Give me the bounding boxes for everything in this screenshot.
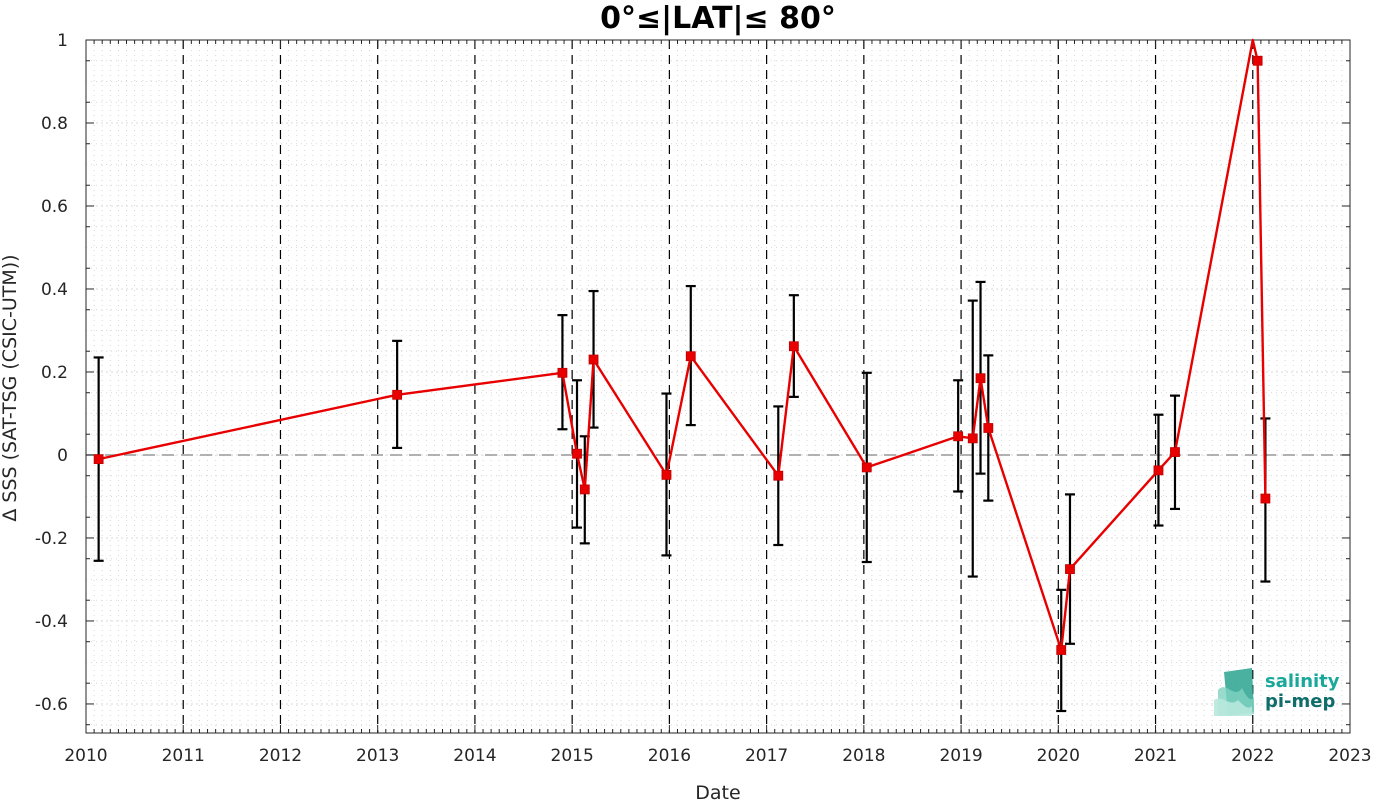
data-point-marker: [572, 448, 582, 459]
x-tick-label: 2020: [1037, 746, 1080, 766]
data-point-marker: [975, 373, 986, 384]
x-tick-labels: 2010 2011 2012 2013 2014 2015 2016 2017 2018 2019…: [64, 746, 1371, 766]
x-tick-label: 2015: [551, 746, 594, 766]
data-point-marker: [953, 431, 964, 442]
data-point-marker: [773, 470, 784, 481]
data-point-marker: [661, 469, 672, 480]
data-point-marker: [788, 341, 799, 352]
logo-text-salinity: salinity: [1265, 671, 1340, 692]
x-tick-label: 2023: [1328, 746, 1371, 766]
x-tick-label: 2011: [162, 746, 205, 766]
y-tick-label: -0.4: [35, 612, 68, 632]
y-tick-labels: -0.6 -0.4 -0.2 0 0.2 0.4 0.6 0.8 1: [35, 31, 68, 715]
x-tick-label: 2016: [648, 746, 691, 766]
data-point-marker: [1252, 55, 1263, 66]
x-tick-label: 2018: [842, 746, 885, 766]
salinity-pi-mep-logo: salinity pi-mep: [1214, 668, 1340, 716]
data-point-marker: [93, 454, 104, 465]
data-point-marker: [983, 423, 994, 433]
year-dividers: [182, 40, 1254, 733]
data-point-marker: [1260, 493, 1271, 504]
data-point-marker: [1065, 564, 1075, 574]
data-point-marker: [1170, 447, 1180, 457]
data-point-marker: [1056, 645, 1067, 655]
y-tick-label: -0.2: [35, 529, 68, 549]
y-tick-label: 0.8: [41, 114, 68, 134]
data-point-marker: [685, 351, 696, 362]
x-tick-label: 2021: [1134, 746, 1177, 766]
error-bars: [93, 280, 1271, 713]
x-tick-label: 2022: [1231, 746, 1274, 766]
y-tick-label: 0: [57, 446, 68, 466]
y-tick-label: 0.2: [41, 363, 68, 383]
series-markers: [93, 55, 1271, 655]
grid: [86, 39, 1350, 733]
data-point-marker: [967, 433, 978, 444]
logo-text-pi-mep: pi-mep: [1265, 691, 1335, 712]
y-tick-label: -0.6: [35, 695, 68, 715]
plot-area-frame: [85, 39, 1351, 734]
y-axis-label: Δ SSS (SAT-TSG (CSIC-UTM)): [0, 254, 21, 521]
x-tick-label: 2017: [745, 746, 788, 766]
data-point-marker: [392, 389, 403, 400]
data-point-marker: [579, 484, 590, 495]
x-tick-label: 2012: [259, 746, 302, 766]
x-axis-label: Date: [695, 782, 740, 801]
x-tick-label: 2014: [453, 746, 496, 766]
series-polyline: [98, 38, 1267, 652]
x-tick-label: 2010: [64, 746, 107, 766]
axis-ticks: [85, 39, 1351, 733]
chart-title: 0°≤|LAT|≤ 80°: [600, 1, 836, 36]
data-point-marker: [1153, 465, 1164, 476]
y-tick-label: 0.6: [41, 197, 68, 217]
x-tick-label: 2013: [356, 746, 399, 766]
y-tick-label: 0.4: [41, 280, 68, 300]
waves-icon: [1214, 668, 1254, 716]
data-point-marker: [861, 462, 872, 473]
x-tick-label: 2019: [939, 746, 982, 766]
data-point-marker: [588, 354, 599, 365]
data-point-marker: [557, 367, 568, 378]
y-tick-label: 1: [57, 31, 68, 51]
series-line: [98, 38, 1267, 652]
